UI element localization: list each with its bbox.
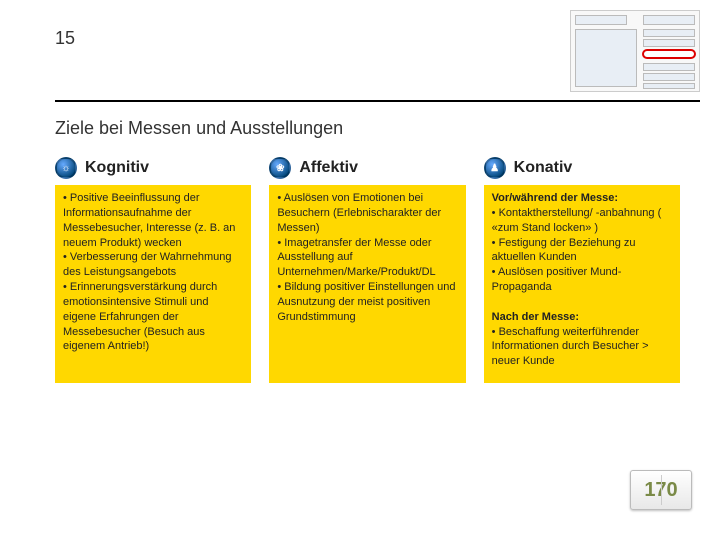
thumbnail-preview [570,10,700,92]
column-title: Kognitiv [85,159,149,177]
column-header: ❀ Affektiv [269,155,465,185]
column-kognitiv: ☼ Kognitiv • Positive Beeinflussung der … [55,155,251,383]
page-title: Ziele bei Messen und Ausstellungen [55,118,343,139]
page-number: 15 [55,28,75,49]
page-badge: 170 [630,470,692,510]
column-title: Konativ [514,159,573,177]
column-body: • Positive Beeinflussung der Information… [55,185,251,368]
columns-container: ☼ Kognitiv • Positive Beeinflussung der … [55,155,680,383]
heart-icon: ❀ [269,157,291,179]
column-title: Affektiv [299,159,358,177]
brain-icon: ☼ [55,157,77,179]
column-konativ: ♟ Konativ Vor/während der Messe:• Kontak… [484,155,680,383]
person-icon: ♟ [484,157,506,179]
column-affektiv: ❀ Affektiv • Auslösen von Emotionen bei … [269,155,465,383]
column-header: ♟ Konativ [484,155,680,185]
column-body: Vor/während der Messe:• Kontaktherstellu… [484,185,680,383]
column-header: ☼ Kognitiv [55,155,251,185]
column-body: • Auslösen von Emotionen bei Besuchern (… [269,185,465,339]
divider [55,100,700,102]
